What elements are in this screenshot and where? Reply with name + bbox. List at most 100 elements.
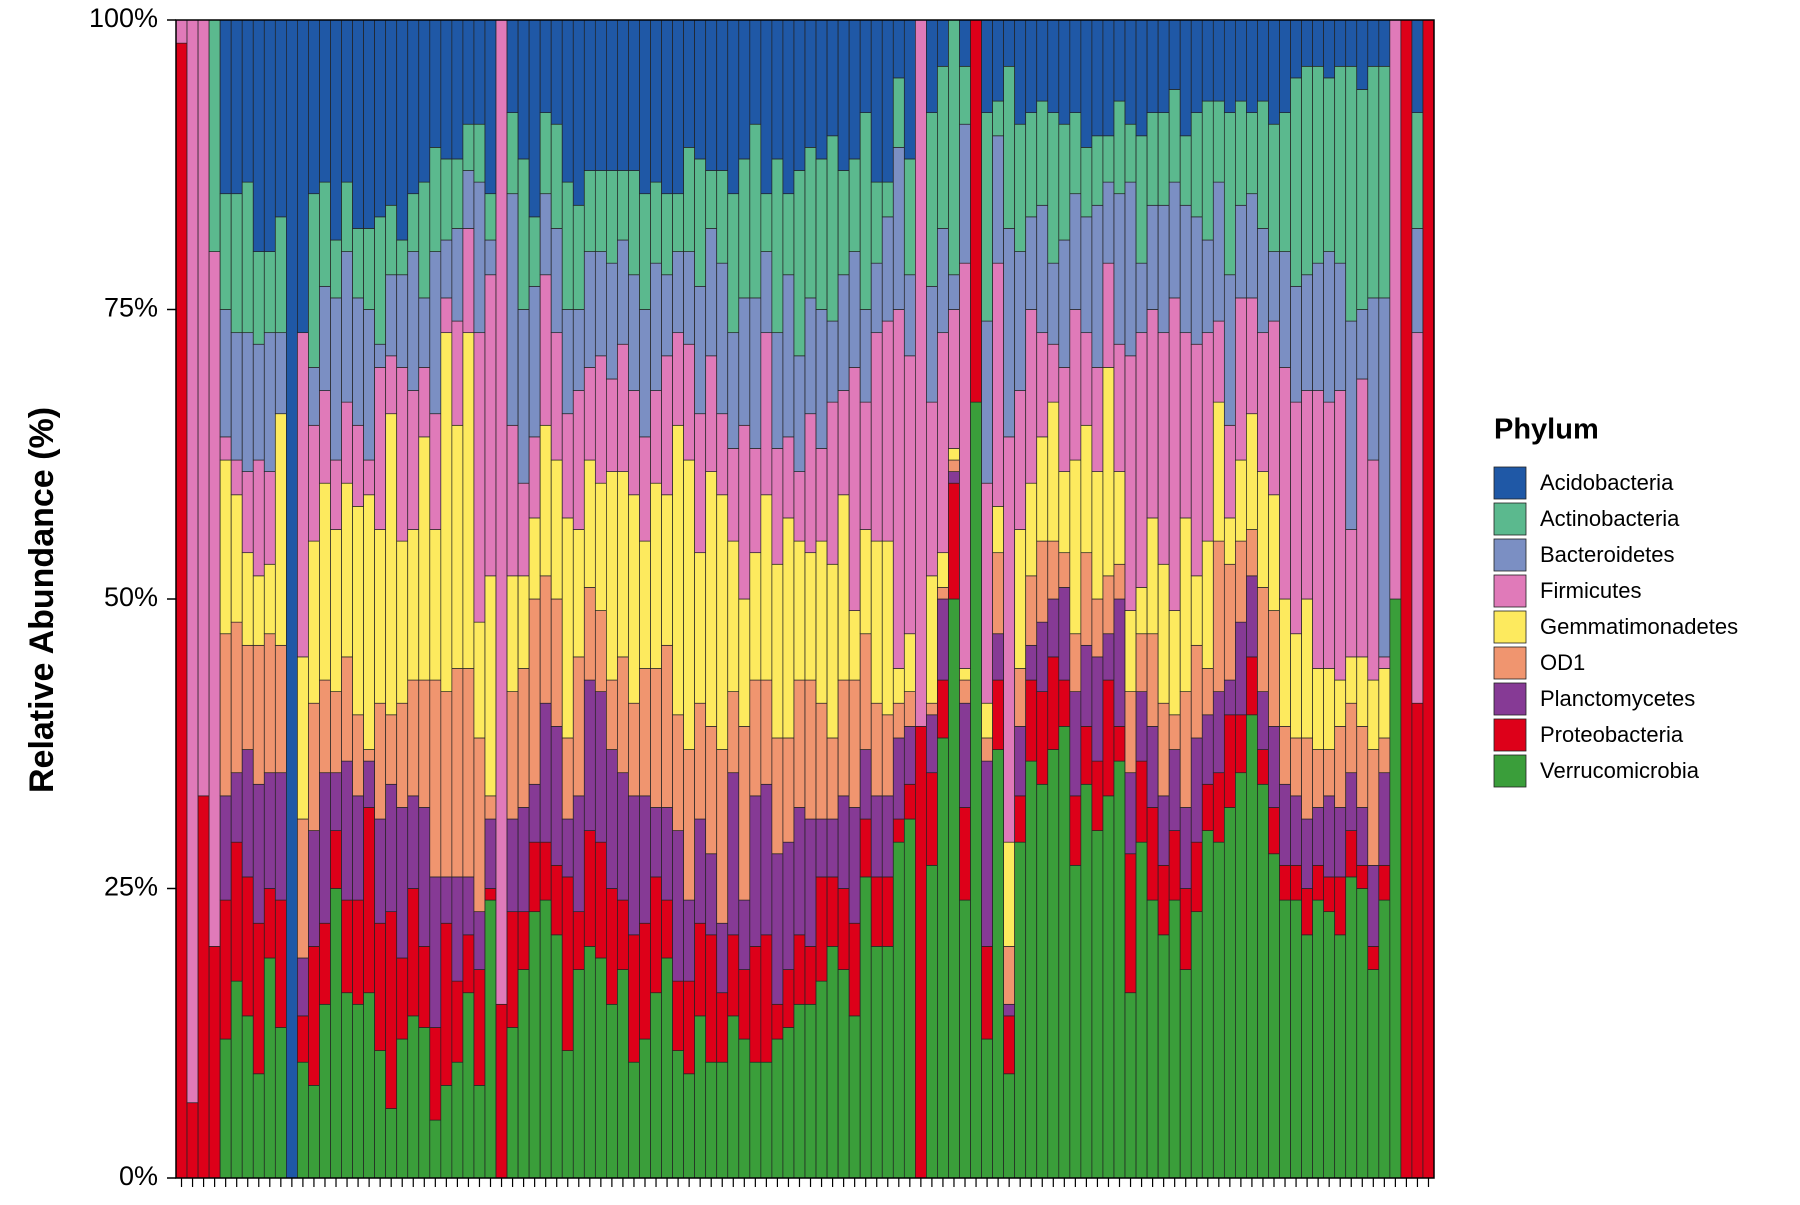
bar-segment	[418, 367, 431, 438]
bar-segment	[848, 19, 861, 160]
bar-segment	[517, 19, 530, 160]
bar-segment	[959, 702, 971, 808]
bar-segment	[550, 228, 563, 334]
bar-segment	[892, 841, 905, 1179]
bar-segment	[1323, 77, 1336, 252]
legend-swatch	[1493, 574, 1527, 608]
bar-segment	[1356, 807, 1369, 866]
bar-segment	[738, 19, 751, 160]
bar-segment	[252, 19, 265, 252]
bar-segment	[451, 228, 464, 322]
bar-segment	[804, 147, 817, 299]
bar-segment	[429, 876, 442, 1028]
bar-segment	[572, 911, 585, 970]
bar-segment	[440, 158, 453, 241]
bar-segment	[561, 876, 574, 1051]
bar-segment	[672, 332, 684, 426]
bar-segment	[1047, 262, 1060, 345]
bar-segment	[1025, 482, 1038, 577]
bar-segment	[1036, 621, 1049, 692]
bar-segment	[892, 19, 905, 79]
bar-segment	[1069, 309, 1082, 461]
bar-segment	[1135, 262, 1148, 334]
bar-segment	[639, 19, 651, 195]
bar-segment	[1279, 112, 1291, 252]
bar-segment	[572, 19, 585, 206]
bar-segment	[1257, 471, 1269, 588]
bar-segment	[683, 459, 695, 750]
bar-segment	[1246, 529, 1258, 577]
bar-segment	[903, 158, 916, 276]
legend-label: Firmicutes	[1540, 578, 1641, 603]
bar-segment	[1334, 19, 1347, 67]
bar-segment	[517, 911, 530, 970]
y-tick-label: 100%	[89, 3, 158, 33]
bar-segment	[1301, 888, 1313, 936]
bar-segment	[1069, 193, 1082, 310]
bar-segment	[274, 772, 287, 901]
bar-segment	[1212, 540, 1225, 692]
bar-segment	[848, 251, 861, 368]
legend-swatch	[1493, 754, 1527, 788]
bar-segment	[760, 934, 773, 1063]
bar-segment	[1223, 274, 1236, 426]
bar-segment	[782, 969, 795, 1028]
bar-segment	[749, 448, 762, 554]
bar-segment	[628, 274, 640, 391]
bar-segment	[319, 772, 331, 924]
bar-segment	[1367, 297, 1380, 461]
bar-segment	[1279, 598, 1291, 727]
bar-segment	[1157, 795, 1170, 866]
y-tick-label: 75%	[104, 293, 158, 323]
bar-segment	[308, 1085, 320, 1179]
bar-segment	[175, 19, 188, 44]
bar-segment	[506, 691, 519, 820]
bar-segment	[219, 193, 232, 310]
bar-segment	[672, 714, 684, 831]
bar-segment	[539, 575, 552, 704]
bar-segment	[749, 123, 762, 299]
bar-segment	[583, 19, 596, 171]
legend-label: Actinobacteria	[1540, 506, 1680, 531]
bar-segment	[506, 193, 519, 426]
bar-segment	[594, 19, 607, 171]
bar-segment	[1003, 1073, 1016, 1179]
bar-segment	[396, 807, 409, 959]
bar-segment	[308, 540, 320, 704]
bar-segment	[837, 494, 850, 681]
bar-segment	[407, 529, 420, 681]
bar-segment	[1102, 135, 1115, 183]
bar-segment	[1179, 888, 1192, 970]
bar-segment	[1290, 737, 1302, 797]
bar-segment	[1212, 841, 1225, 1179]
bar-segment	[1102, 19, 1115, 137]
bar-segment	[1168, 181, 1181, 299]
bar-segment	[782, 19, 795, 195]
bar-segment	[517, 575, 530, 669]
bar-segment	[959, 679, 971, 704]
legend-swatch	[1493, 646, 1527, 680]
bar-segment	[694, 19, 707, 160]
bar-segment	[959, 19, 971, 67]
bar-segment	[694, 552, 707, 704]
bar-segment	[859, 529, 872, 635]
bar-segment	[451, 668, 464, 878]
bar-segment	[1279, 726, 1291, 785]
bar-segment	[374, 702, 387, 820]
bar-segment	[1190, 575, 1203, 646]
bar-segment	[892, 737, 905, 820]
bar-segment	[804, 19, 817, 148]
bar-segment	[1080, 332, 1093, 426]
bar-segment	[396, 702, 409, 808]
bar-segment	[1334, 934, 1347, 1179]
bar-segment	[341, 760, 353, 901]
bar-segment	[1003, 228, 1016, 438]
bar-segment	[1290, 864, 1302, 901]
bar-segment	[1124, 123, 1137, 183]
bar-segment	[948, 309, 960, 449]
bar-segment	[440, 691, 453, 878]
bar-segment	[1146, 204, 1159, 310]
bar-segment	[1323, 401, 1336, 669]
bar-segment	[440, 876, 453, 924]
bar-segment	[561, 19, 574, 183]
